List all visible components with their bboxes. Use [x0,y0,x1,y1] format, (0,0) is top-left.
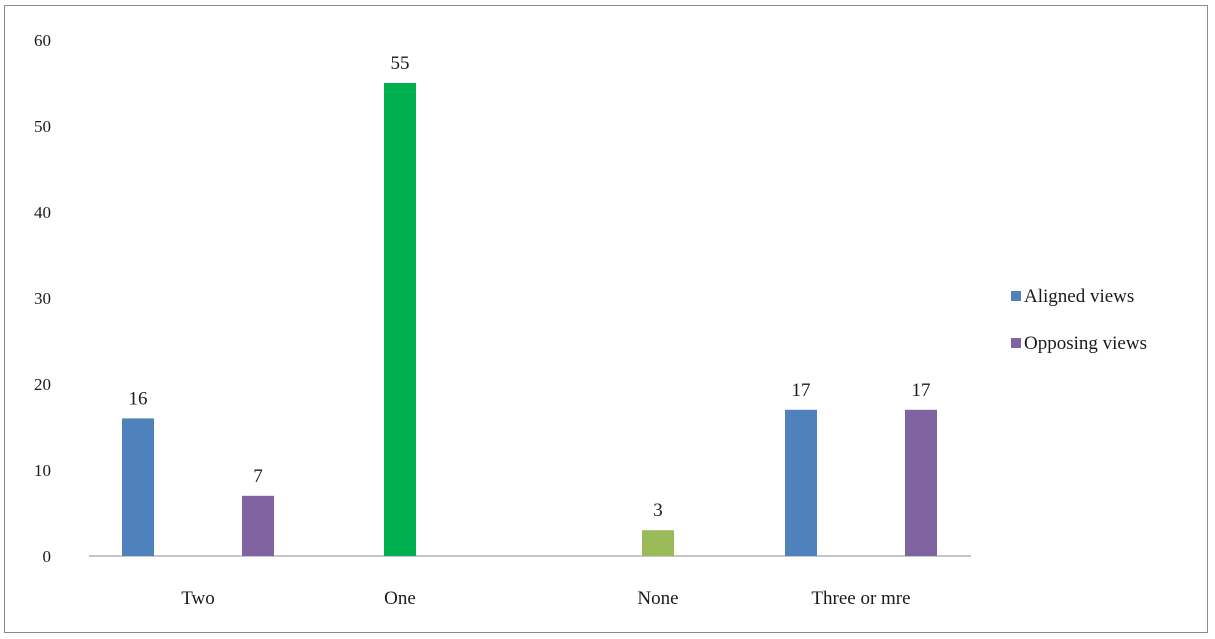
y-tick-label: 50 [34,117,51,136]
bar [384,83,416,556]
legend-label: Opposing views [1024,333,1147,354]
bars [122,83,937,556]
category-label: None [637,588,678,609]
y-tick-label: 30 [34,289,51,308]
bar-chart: 0 10 20 30 40 50 60 16 7 55 3 17 17 Two One None Three… [34,31,1147,609]
bar [642,530,674,556]
y-tick-label: 10 [34,461,51,480]
y-axis-ticks: 0 10 20 30 40 50 60 [34,31,51,566]
data-label: 17 [912,380,931,401]
legend-swatch [1011,338,1021,348]
legend-swatch [1011,291,1021,301]
legend: Aligned views Opposing views [1011,286,1147,354]
bar [785,409,817,556]
y-tick-label: 20 [34,375,51,394]
data-labels: 16 7 55 3 17 17 [129,53,931,521]
bar [242,495,274,556]
data-label: 55 [391,53,410,74]
category-label: One [384,588,416,609]
data-label: 3 [653,500,663,521]
y-tick-label: 60 [34,31,51,50]
category-labels: Two One None Three or mre [181,588,910,609]
y-tick-label: 0 [43,547,52,566]
bar [905,409,937,556]
data-label: 7 [253,466,263,487]
data-label: 16 [129,388,148,409]
y-tick-label: 40 [34,203,51,222]
bar [122,418,154,556]
legend-label: Aligned views [1024,286,1134,307]
legend-item: Aligned views [1011,286,1134,307]
category-label: Three or mre [811,588,910,609]
category-label: Two [181,588,215,609]
chart-frame: 0 10 20 30 40 50 60 16 7 55 3 17 17 Two One None Three… [4,5,1208,633]
data-label: 17 [792,380,811,401]
legend-item: Opposing views [1011,333,1147,354]
